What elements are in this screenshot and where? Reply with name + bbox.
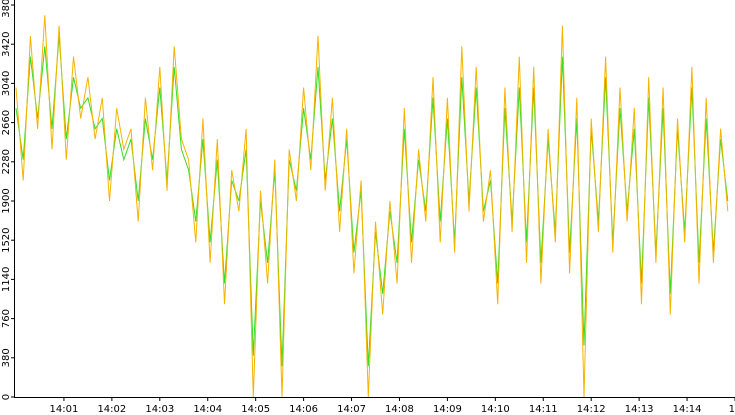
x-tick-label: 14:12 xyxy=(577,404,606,415)
y-tick-label: 3040 xyxy=(1,71,12,96)
x-tick-label: 14 xyxy=(729,404,735,415)
x-tick-label: 14:11 xyxy=(529,404,558,415)
y-tick-label: 3420 xyxy=(1,31,12,56)
x-tick-label: 14:02 xyxy=(97,404,126,415)
y-tick-label: 2660 xyxy=(1,110,12,135)
y-tick-label: 1520 xyxy=(1,227,12,252)
y-tick-label: 380 xyxy=(1,348,12,367)
x-tick-label: 14:04 xyxy=(193,404,222,415)
x-tick-label: 14:14 xyxy=(673,404,702,415)
x-tick-label: 14:13 xyxy=(625,404,654,415)
y-tick-label: 0 xyxy=(1,394,12,400)
x-tick-label: 14:05 xyxy=(241,404,270,415)
x-tick-label: 14:10 xyxy=(481,404,510,415)
x-tick-label: 14:03 xyxy=(145,404,174,415)
x-tick-label: 14:08 xyxy=(385,404,414,415)
series-line xyxy=(15,15,729,398)
y-tick-label: 760 xyxy=(1,309,12,328)
x-tick-label: 14:06 xyxy=(289,404,318,415)
x-tick-label: 14:09 xyxy=(433,404,462,415)
x-tick-label: 14:01 xyxy=(50,404,79,415)
y-tick-label: 1900 xyxy=(1,188,12,213)
y-tick-label: 2280 xyxy=(1,149,12,174)
x-tick-label: 14:07 xyxy=(337,404,366,415)
y-tick-label: 1140 xyxy=(1,267,12,292)
y-tick-label: 3800 xyxy=(1,0,12,18)
